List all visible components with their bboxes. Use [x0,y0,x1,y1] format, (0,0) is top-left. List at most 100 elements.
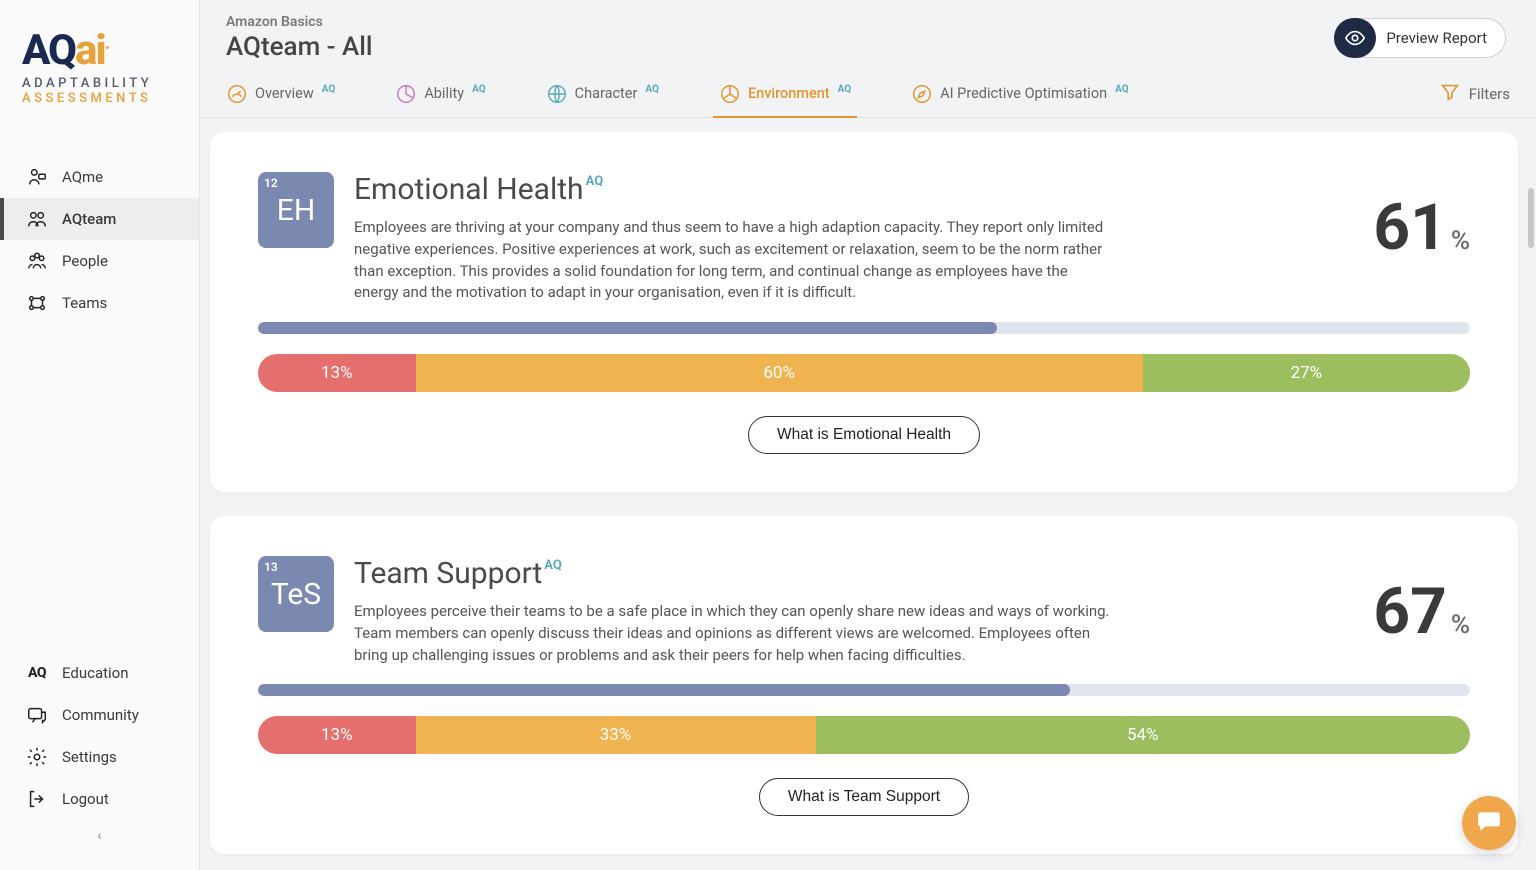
chevron-left-icon: ‹ [97,828,101,844]
teams-icon [26,292,48,314]
dist-segment-high: 27% [1143,354,1470,392]
dist-segment-label: 13% [321,725,353,745]
metric-title: Team Support AQ [354,556,1353,591]
sidebar-item-settings[interactable]: Settings [0,736,199,778]
tab-label: Character [575,85,638,102]
dist-segment-label: 13% [321,363,353,383]
dist-segment-mid: 60% [416,354,1143,392]
sidebar-item-community[interactable]: Community [0,694,199,736]
aq-superscript: AQ [586,174,604,189]
dist-segment-label: 33% [600,725,632,745]
sidebar-item-people[interactable]: People [0,240,199,282]
metric-title-text: Team Support [354,556,542,591]
tabs: Overview AQ Ability AQ Character AQ [200,70,1536,118]
sidebar-item-label: Logout [62,790,109,808]
metric-progress-bar [258,684,1470,696]
dist-segment-label: 27% [1291,363,1323,383]
metric-progress-fill [258,684,1070,696]
funnel-icon [1439,81,1461,107]
logo-sub2: ASSESSMENTS [22,91,181,106]
sidebar: AQai. ADAPTABILITY ASSESSMENTS AQme AQte… [0,0,200,870]
nav-main: AQme AQteam People Teams [0,156,199,652]
sidebar-item-label: Settings [62,748,117,766]
tab-label: Overview [255,85,314,102]
sidebar-item-label: Teams [62,294,107,312]
sidebar-item-teams[interactable]: Teams [0,282,199,324]
logo-dot-icon: . [105,33,108,54]
dist-segment-high: 54% [816,716,1470,754]
sidebar-item-logout[interactable]: Logout [0,778,199,820]
metric-card-emotional-health: 12 EH Emotional Health AQ Employees are … [210,132,1518,492]
eye-icon [1334,18,1376,58]
what-is-button[interactable]: What is Emotional Health [748,416,980,454]
dist-segment-label: 54% [1127,725,1159,745]
tab-ability[interactable]: Ability AQ [395,70,485,117]
metric-card-team-support: 13 TeS Team Support AQ Employees perceiv… [210,516,1518,854]
metric-percent: 61 % [1373,196,1470,260]
sidebar-item-education[interactable]: AQ Education [0,652,199,694]
sidebar-item-label: People [62,252,108,270]
percent-sign: % [1451,228,1470,254]
percent-sign: % [1451,612,1470,638]
metric-title: Emotional Health AQ [354,172,1353,207]
metric-badge-number: 13 [264,560,278,574]
what-is-button[interactable]: What is Team Support [759,778,969,816]
tab-character[interactable]: Character AQ [546,70,659,117]
page-title: AQteam - All [226,32,1510,62]
metric-badge: 13 TeS [258,556,334,632]
group-icon [26,250,48,272]
gauge-icon [226,83,248,105]
nav-bottom: AQ Education Community Settings Logout [0,652,199,870]
metric-badge-code: EH [277,193,315,228]
sidebar-item-label: AQme [62,168,103,186]
aq-superscript: AQ [838,84,852,95]
chat-fab-button[interactable] [1462,796,1516,850]
tab-ai-predictive[interactable]: AI Predictive Optimisation AQ [911,70,1128,117]
metric-percent-value: 67 [1373,580,1446,644]
filters-label: Filters [1469,85,1510,103]
community-icon [26,704,48,726]
logout-icon [26,788,48,810]
tab-environment[interactable]: Environment AQ [719,70,851,117]
breadcrumb: Amazon Basics [226,14,1510,30]
logo-sub1: ADAPTABILITY [22,76,181,91]
metric-percent: 67 % [1373,580,1470,644]
metric-title-text: Emotional Health [354,172,584,207]
tab-label: AI Predictive Optimisation [940,85,1107,102]
compass-icon [911,83,933,105]
logo: AQai. ADAPTABILITY ASSESSMENTS [0,0,199,126]
preview-report-label: Preview Report [1386,29,1487,47]
aq-superscript: AQ [645,84,659,95]
metric-description: Employees are thriving at your company a… [354,217,1114,304]
preview-report-button[interactable]: Preview Report [1334,18,1506,58]
metric-badge-code: TeS [271,577,321,612]
sidebar-collapse-button[interactable]: ‹ [0,820,199,860]
dist-segment-low: 13% [258,354,416,392]
scrollbar-thumb[interactable] [1528,188,1534,248]
main: Amazon Basics AQteam - All Preview Repor… [200,0,1536,870]
tab-label: Environment [748,85,830,102]
metric-progress-fill [258,322,997,334]
aq-mark-icon: AQ [26,662,48,684]
people-icon [26,208,48,230]
gear-icon [26,746,48,768]
metric-progress-bar [258,322,1470,334]
person-icon [26,166,48,188]
app-root: AQai. ADAPTABILITY ASSESSMENTS AQme AQte… [0,0,1536,870]
aq-superscript: AQ [322,84,336,95]
chat-icon [1476,808,1502,838]
metric-description: Employees perceive their teams to be a s… [354,601,1114,666]
sidebar-item-aqteam[interactable]: AQteam [0,198,199,240]
segments-icon [719,83,741,105]
content-scroll[interactable]: 12 EH Emotional Health AQ Employees are … [200,118,1536,870]
tab-overview[interactable]: Overview AQ [226,70,335,117]
aq-superscript: AQ [544,558,562,573]
metric-percent-value: 61 [1373,196,1446,260]
metric-badge-number: 12 [264,176,278,190]
logo-text-aq: AQ [22,26,75,75]
sidebar-item-label: AQteam [62,210,116,228]
header: Amazon Basics AQteam - All Preview Repor… [200,0,1536,62]
filters-button[interactable]: Filters [1439,81,1510,107]
sidebar-item-aqme[interactable]: AQme [0,156,199,198]
metric-distribution-bar: 13% 60% 27% [258,354,1470,392]
